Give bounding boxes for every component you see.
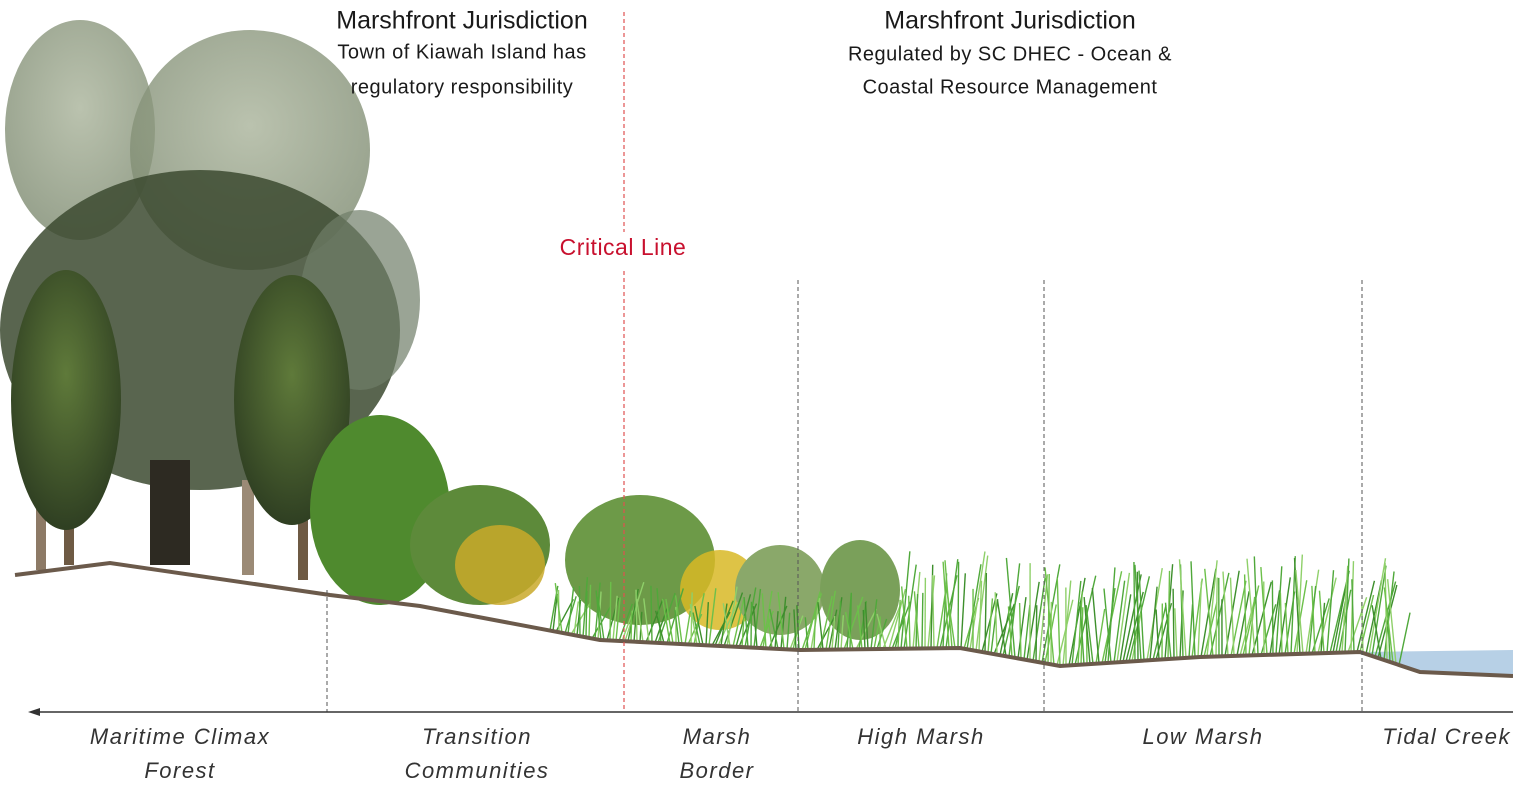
grass-blade [1306,570,1319,654]
grass-blade [1173,589,1174,659]
grass-blade [1048,574,1049,664]
grass-blade [1245,574,1246,655]
grass-blade [958,562,959,648]
grass-blade [568,587,574,634]
trunk [242,480,254,575]
jurisdiction-desc: Coastal Resource Management [863,76,1158,98]
arrow-head [28,708,40,716]
zone-label: Tidal Creek [1382,724,1511,749]
tree [11,270,121,530]
zone-label: Low Marsh [1142,724,1263,749]
grass-blade [922,593,923,649]
grass-blade [586,591,587,637]
zone-label: Marsh [683,724,752,749]
grass-blade [1223,572,1228,657]
zone-label: Maritime Climax [90,724,270,749]
grass-blade [961,573,965,648]
grass-blade [1189,604,1193,657]
zone-label: Forest [144,758,215,783]
grass-blade [685,611,690,644]
jurisdiction-title: Marshfront Jurisdiction [336,7,587,35]
zone-label: High Marsh [857,724,984,749]
grass-blade [579,586,580,636]
jurisdiction-desc: Town of Kiawah Island has [337,41,586,63]
grass-blade [636,590,637,642]
grass-blade [1036,605,1037,661]
grass-blade [1063,581,1071,666]
critical-line-label: Critical Line [560,234,687,260]
grass-blade [1175,608,1177,658]
grass-blade [1272,580,1273,654]
zone-label: Border [679,758,754,783]
grass-blade [1092,588,1099,664]
jurisdiction-title: Marshfront Jurisdiction [884,7,1135,35]
shrub [455,525,545,605]
vegetation [0,20,1513,676]
zone-label: Communities [405,758,550,783]
grass-blade [631,611,632,642]
zone-label: Transition [422,724,532,749]
grass-blade [1216,578,1217,657]
grass-blade [610,582,611,641]
grass-blade [1252,582,1271,655]
trunk [150,460,190,565]
jurisdiction-desc: Regulated by SC DHEC - Ocean & [848,43,1172,65]
grass-blade [1072,581,1081,665]
grass-blade [1057,578,1060,666]
grass-blade [1020,603,1021,659]
jurisdiction-desc: regulatory responsibility [351,76,574,98]
grass-blade [985,573,986,653]
marsh-diagram: Critical Line Marshfront Jurisdiction To… [0,0,1513,787]
